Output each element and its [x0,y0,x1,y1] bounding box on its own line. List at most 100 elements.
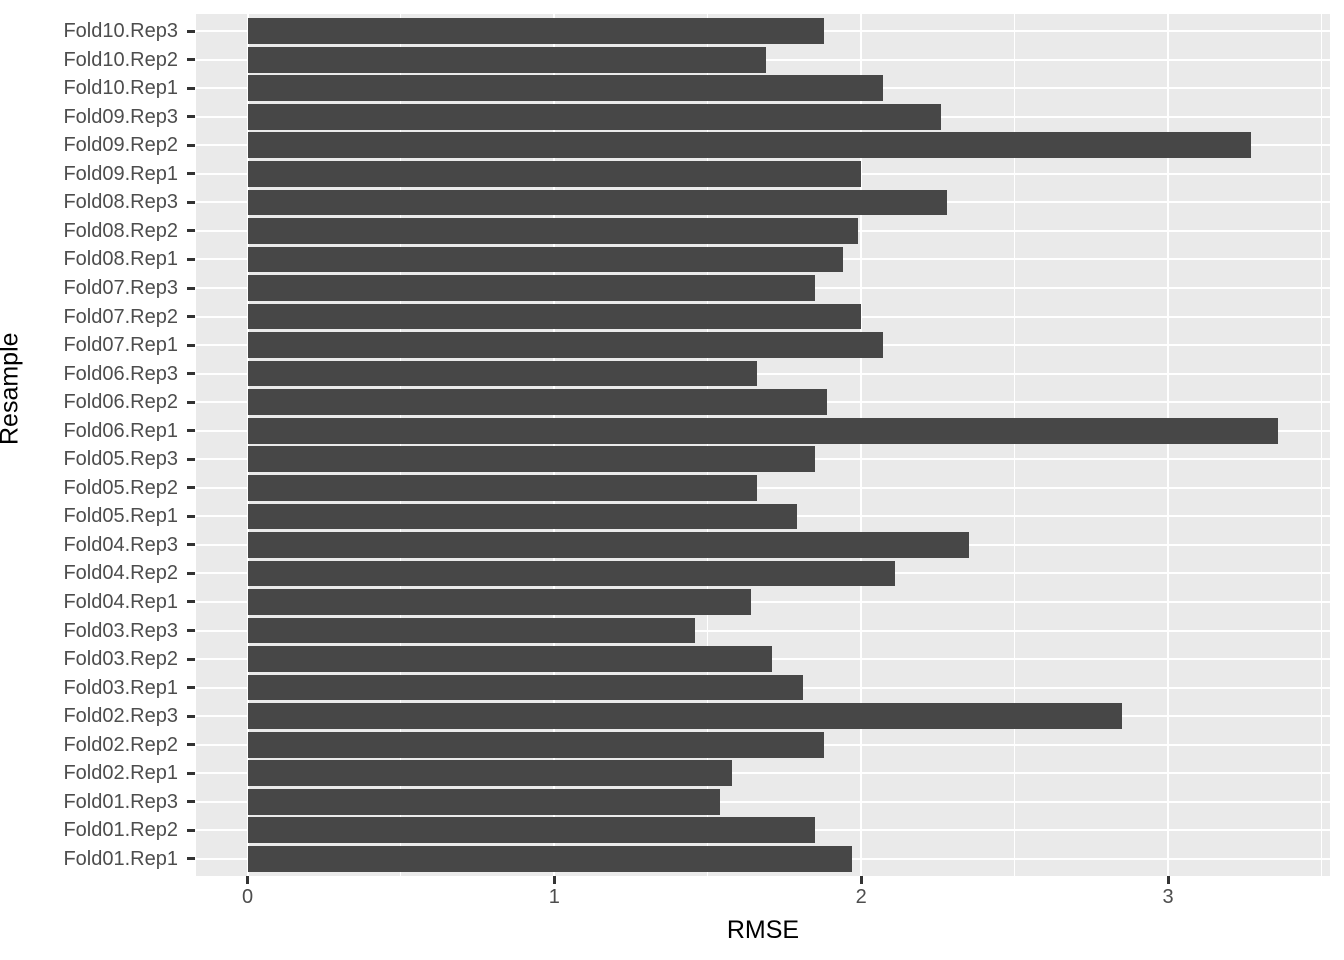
y-tick-label-Fold10.Rep1: Fold10.Rep1 [63,77,178,100]
y-tick-mark [187,86,195,90]
y-tick-mark [187,657,195,661]
x-tick-label: 0 [241,886,254,908]
y-tick-label-Fold01.Rep2: Fold01.Rep2 [63,819,178,842]
y-tick-mark [187,315,195,319]
y-tick-mark [187,172,195,176]
y-tick-mark [187,257,195,261]
y-tick-label-Fold03.Rep1: Fold03.Rep1 [63,676,178,699]
gridline-minor-vertical [707,14,709,876]
bar-Fold03.Rep1 [247,674,803,701]
gridline-major-horizontal [196,772,1330,775]
x-axis-title: RMSE [726,916,800,944]
bar-Fold08.Rep3 [247,189,948,216]
bar-Fold02.Rep3 [247,703,1122,729]
y-tick-mark [187,58,195,62]
y-tick-mark [187,229,195,233]
bar-Fold05.Rep2 [247,474,757,501]
y-tick-label-Fold03.Rep3: Fold03.Rep3 [63,619,178,642]
bar-Fold01.Rep3 [247,788,721,815]
bar-Fold07.Rep1 [247,332,883,358]
y-tick-label-Fold07.Rep3: Fold07.Rep3 [63,277,178,299]
gridline-major-vertical [553,14,556,876]
x-tick-label: 1 [548,886,560,908]
x-axis: 0 1 2 3 [196,876,1330,926]
gridline-major-vertical [1167,14,1169,876]
y-tick-mark [187,115,195,119]
bar-Fold01.Rep1 [247,846,852,872]
gridline-major-horizontal [196,600,1330,603]
bar-Fold09.Rep3 [247,103,941,130]
bar-Fold05.Rep3 [247,446,816,473]
gridline-major-horizontal [196,372,1330,375]
y-tick-mark [187,828,195,832]
y-tick-mark [187,514,195,518]
y-tick-mark [187,600,195,604]
y-tick-label-Fold04.Rep1: Fold04.Rep1 [63,590,178,613]
bar-Fold02.Rep2 [247,731,825,758]
y-tick-mark [187,629,195,633]
gridline-major-horizontal [196,800,1330,803]
plot-panel [196,14,1330,876]
y-tick-label-Fold07.Rep1: Fold07.Rep1 [63,334,178,357]
y-tick-label-Fold03.Rep2: Fold03.Rep2 [63,648,178,671]
y-tick-mark [187,743,195,747]
bar-Fold06.Rep3 [247,360,757,387]
y-tick-label-Fold05.Rep2: Fold05.Rep2 [63,476,178,499]
y-axis-labels: Fold10.Rep3 Fold10.Rep2 Fold10.Rep1 Fold09.… [0,14,195,876]
y-tick-mark [187,286,195,290]
y-tick-label-Fold02.Rep2: Fold02.Rep2 [63,733,178,756]
y-tick-mark [187,571,195,575]
y-tick-mark [187,200,195,204]
x-tick-mark [1166,876,1170,884]
y-tick-label-Fold08.Rep2: Fold08.Rep2 [63,219,178,242]
bar-Fold10.Rep2 [247,46,767,73]
bar-Fold05.Rep1 [247,503,797,530]
x-tick-mark [552,876,556,884]
gridline-minor-vertical [1014,14,1016,876]
y-tick-label-Fold08.Rep3: Fold08.Rep3 [63,191,178,214]
y-tick-mark [187,457,195,461]
y-tick-mark [187,29,195,33]
y-tick-label-Fold09.Rep3: Fold09.Rep3 [63,105,178,128]
y-tick-label-Fold01.Rep3: Fold01.Rep3 [63,790,178,813]
y-tick-mark [187,143,195,147]
y-tick-label-Fold06.Rep2: Fold06.Rep2 [63,391,178,414]
y-tick-label-Fold09.Rep2: Fold09.Rep2 [63,134,178,157]
y-tick-mark [187,771,195,775]
bar-Fold04.Rep1 [247,589,751,615]
y-tick-mark [187,343,195,347]
bar-Fold01.Rep2 [247,817,816,844]
y-tick-label-Fold05.Rep3: Fold05.Rep3 [63,448,178,471]
bar-Fold06.Rep1 [247,417,1279,444]
y-tick-mark [187,486,195,490]
y-tick-label-Fold05.Rep1: Fold05.Rep1 [63,505,178,528]
y-tick-mark [187,372,195,376]
bar-Fold07.Rep2 [247,303,862,330]
bar-Fold09.Rep1 [247,160,862,187]
bar-Fold02.Rep1 [247,760,733,787]
bar-Fold03.Rep3 [247,617,696,644]
y-tick-mark [187,800,195,804]
bar-Fold04.Rep3 [247,532,969,558]
bar-Fold10.Rep1 [247,75,883,102]
gridline-major-horizontal [196,486,1330,489]
gridline-minor-vertical [1320,14,1322,876]
y-tick-mark [187,686,195,690]
x-tick-mark [246,876,250,884]
x-tick-mark [859,876,863,884]
gridline-major-vertical [246,14,249,876]
bar-Fold10.Rep3 [247,18,825,44]
y-tick-label-Fold08.Rep1: Fold08.Rep1 [63,248,178,271]
y-tick-label-Fold01.Rep1: Fold01.Rep1 [63,847,178,870]
x-tick-label: 3 [1162,886,1174,908]
gridline-major-horizontal [196,629,1330,632]
bar-Fold06.Rep2 [247,389,828,416]
y-tick-mark [187,543,195,547]
bar-Fold07.Rep3 [247,275,816,301]
y-tick-label-Fold04.Rep3: Fold04.Rep3 [63,533,178,556]
y-tick-mark [187,857,195,861]
x-tick-label: 2 [855,886,867,908]
gridline-minor-vertical [400,14,402,876]
y-tick-mark [187,429,195,433]
